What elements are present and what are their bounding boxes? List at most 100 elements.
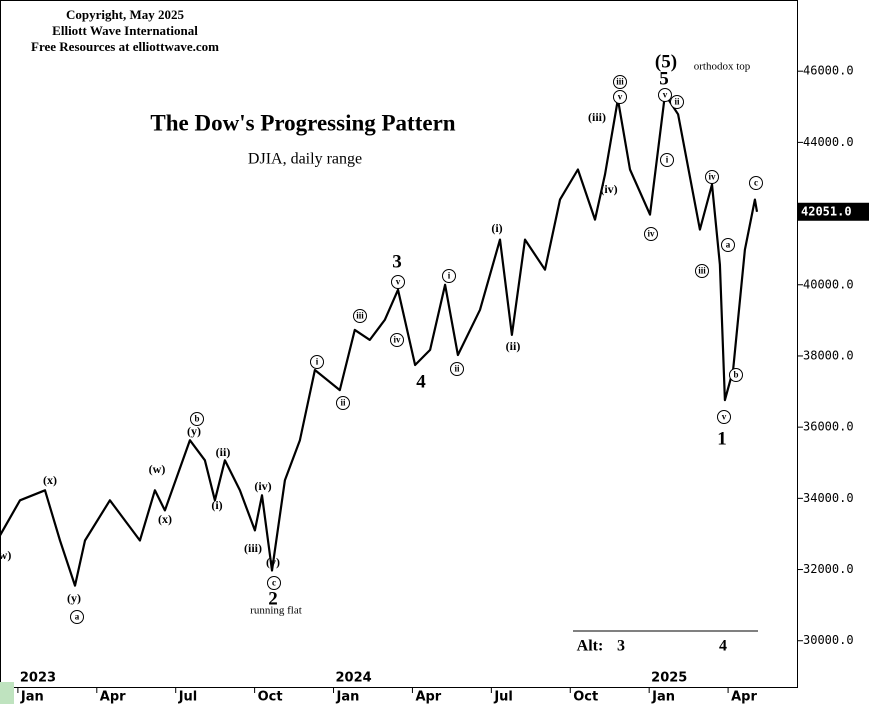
wave-circle: [390, 333, 404, 347]
x-tick-label: Jan: [651, 690, 675, 704]
wave-label: (iv): [600, 182, 617, 196]
y-tick-label: 32000.0: [803, 562, 854, 576]
wave-circle: [353, 309, 367, 323]
plot-frame: [0, 0, 798, 688]
alt-label: 3: [617, 638, 625, 655]
wave-label: (x): [43, 473, 57, 487]
wave-label: 2: [268, 588, 278, 609]
wave-label: v: [396, 277, 401, 287]
wave-circle: [450, 362, 464, 376]
wave-label: (v): [266, 555, 280, 569]
wave-label: i: [666, 155, 669, 165]
wave-label: (5): [655, 51, 677, 72]
wave-label: ii: [340, 398, 346, 408]
chart-subtitle: DJIA, daily range: [248, 151, 362, 168]
year-label: 2024: [336, 671, 372, 686]
header-line: Free Resources at elliottwave.com: [31, 39, 219, 54]
wave-circle: [717, 410, 731, 424]
wave-label: (ii): [506, 339, 521, 353]
wave-circle: [310, 355, 324, 369]
wave-label: b: [733, 370, 738, 380]
wave-label: (iv): [254, 479, 271, 493]
wave-circle: [749, 176, 763, 190]
wave-label: (iii): [588, 110, 606, 124]
last-price-label: 42051.0: [801, 204, 852, 218]
wave-circle: [705, 170, 719, 184]
wave-label: (ii): [216, 445, 231, 459]
wave-circle: [660, 153, 674, 167]
wave-circle: [695, 264, 709, 278]
last-price-box: [797, 202, 869, 221]
y-tick-label: 44000.0: [803, 135, 854, 149]
wave-label: a: [726, 240, 731, 250]
wave-label: i: [316, 357, 319, 367]
y-tick-label: 46000.0: [803, 64, 854, 78]
x-tick-label: Jan: [20, 690, 44, 704]
wave-label: iv: [647, 229, 655, 239]
x-tick-label: Apr: [100, 690, 126, 704]
wave-circle: [721, 238, 735, 252]
wave-label: (iii): [244, 541, 262, 555]
annotation-note: running flat: [250, 605, 302, 617]
wave-circle: [729, 368, 743, 382]
wave-circle: [336, 396, 350, 410]
header-line: Elliott Wave International: [52, 23, 198, 38]
wave-circle: [670, 95, 684, 109]
annotation-note: orthodox top: [694, 61, 751, 73]
year-label: 2025: [651, 671, 687, 686]
wave-circle: [190, 412, 204, 426]
wave-label: c: [272, 578, 276, 588]
y-tick-label: 30000.0: [803, 633, 854, 647]
wave-label: iii: [616, 77, 624, 87]
wave-circle: [644, 227, 658, 241]
wave-circle: [391, 275, 405, 289]
wave-label: c: [754, 178, 758, 188]
wave-label: iii: [698, 266, 706, 276]
year-label: 2023: [20, 671, 56, 686]
wave-circle: [658, 88, 672, 102]
x-tick-label: Oct: [573, 690, 598, 704]
x-tick-label: Jul: [493, 690, 513, 704]
wave-label: (i): [211, 498, 222, 512]
alt-label: Alt:: [577, 638, 604, 655]
wave-label: iv: [708, 172, 716, 182]
wave-label: v: [722, 412, 727, 422]
wave-label: v: [618, 92, 623, 102]
wave-label: 1: [717, 428, 727, 449]
wave-label: (y): [67, 591, 81, 605]
y-tick-label: 40000.0: [803, 277, 854, 291]
wave-label: (w): [149, 462, 166, 476]
chart-title: The Dow's Progressing Pattern: [150, 110, 455, 135]
wave-label: iii: [356, 311, 364, 321]
x-tick-label: Oct: [258, 690, 283, 704]
wave-label: v: [663, 90, 668, 100]
wave-label: 5: [659, 68, 669, 89]
wave-circle: [613, 90, 627, 104]
wave-label: iv: [393, 335, 401, 345]
wave-label: (i): [491, 221, 502, 235]
wave-circle: [613, 75, 627, 89]
x-tick-label: Apr: [415, 690, 441, 704]
wave-label: 3: [392, 251, 402, 272]
wave-label: i: [448, 271, 451, 281]
y-tick-label: 34000.0: [803, 491, 854, 505]
wave-label: a: [75, 612, 80, 622]
wave-circle: [267, 576, 281, 590]
wave-label: (y): [187, 424, 201, 438]
wave-label: w): [0, 548, 11, 562]
wave-label: ii: [674, 97, 680, 107]
wave-label: (x): [158, 512, 172, 526]
x-tick-label: Apr: [731, 690, 757, 704]
wave-label: b: [194, 414, 199, 424]
wave-circle: [70, 610, 84, 624]
x-tick-label: Jul: [178, 690, 198, 704]
y-tick-label: 38000.0: [803, 348, 854, 362]
alt-label: 4: [719, 638, 727, 655]
wave-circle: [442, 269, 456, 283]
corner-marker: [0, 682, 14, 704]
y-tick-label: 36000.0: [803, 420, 854, 434]
wave-label: ii: [454, 364, 460, 374]
x-tick-label: Jan: [336, 690, 360, 704]
